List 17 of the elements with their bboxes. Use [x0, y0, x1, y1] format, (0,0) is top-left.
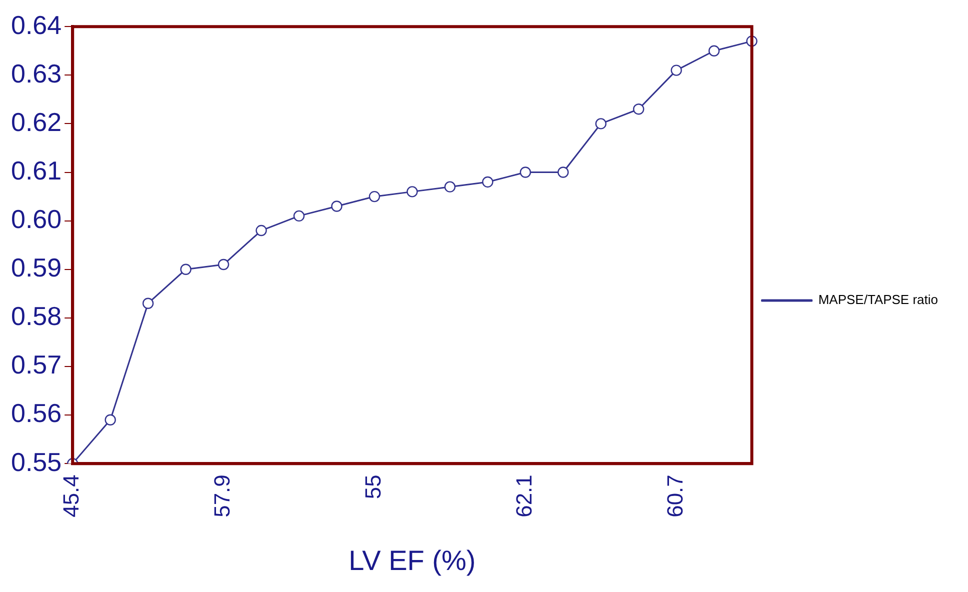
- y-tick-label: 0.63: [10, 58, 62, 88]
- legend-label: MAPSE/TAPSE ratio: [818, 292, 938, 308]
- y-tick-label: 0.60: [10, 204, 62, 234]
- x-axis-title: LV EF (%): [348, 544, 476, 576]
- y-tick-label: 0.56: [10, 398, 62, 428]
- x-tick-label: 45.4: [58, 474, 84, 518]
- y-tick-label: 0.58: [10, 301, 62, 332]
- x-tick-label: 57.9: [210, 474, 235, 518]
- y-tick-label: 0.64: [10, 10, 62, 40]
- y-tick-label: 0.57: [10, 350, 62, 380]
- y-tick-label: 0.59: [10, 252, 62, 283]
- y-tick-label: 0.61: [10, 155, 62, 186]
- y-tick-label: 0.55: [10, 446, 62, 477]
- x-tick-label: 62.1: [511, 474, 536, 518]
- x-tick-label: 60.7: [662, 474, 688, 518]
- y-tick-label: 0.62: [10, 106, 62, 137]
- x-tick-label: 55: [360, 474, 386, 500]
